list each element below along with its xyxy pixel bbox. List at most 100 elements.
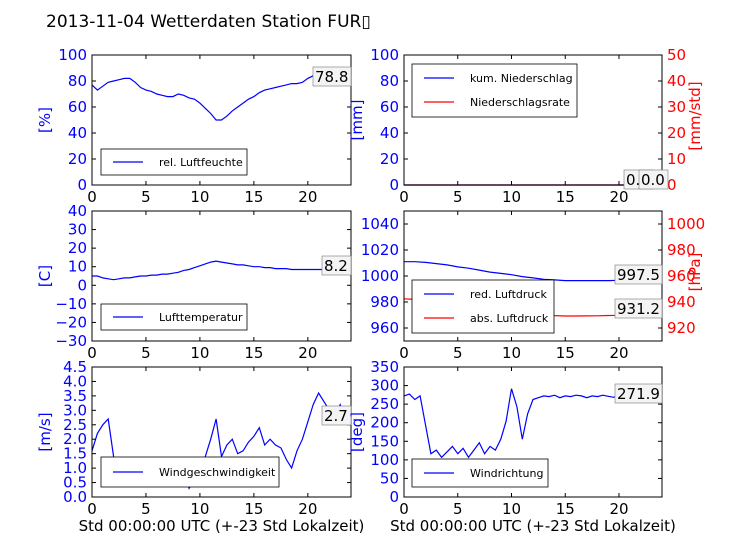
y-right-tick-label: 20 [667,124,686,142]
x-tick-label: 15 [244,500,263,518]
legend-label: abs. Luftdruck [470,312,549,325]
y-tick-label: −10 [55,295,87,313]
figure-title: 2013-11-04 Wetterdaten Station FUR▯ [46,12,371,32]
series-line-humidity-0 [91,75,352,121]
y-right-tick-label: 940 [667,293,696,311]
value-annotation-temperature-box [321,255,352,276]
y-tick-label: 1.5 [63,445,87,463]
y-tick-label: 20 [380,150,399,168]
x-tick-label: 10 [190,188,209,206]
y-tick-label: −20 [55,313,87,331]
legend-box-pressure [411,279,555,334]
y-tick-label: 100 [370,451,399,469]
panel-windspeed: 0 5 10 15 20 0.00.51.01.52.02.53.03.54.04.5 [m… [36,358,364,535]
y-right-tick-label: 50 [667,46,686,64]
y-tick-label: 0.0 [63,488,87,506]
value-annotation-right-pressure: 931.2 [617,300,660,318]
legend-label: kum. Niederschlag [470,72,573,85]
y-tick-label: 0 [77,176,87,194]
x-tick-label: 15 [244,344,263,362]
value-annotation-winddirection: 271.9 [617,385,660,403]
value-annotation-pressure: 997.5 [617,266,660,284]
value-annotation-pressure-box [614,264,663,285]
x-tick-label: 5 [141,500,151,518]
x-tick-label: 10 [190,500,209,518]
panel-precipitation: 0 5 10 15 20 0 20 40 60 80 100 0 10 20 30 40 50 [mm] [mm/s… [348,46,704,206]
y-right-tick-label: 0 [667,176,677,194]
y-right-tick-label: 980 [667,241,696,259]
axes-frame-precipitation [403,54,663,186]
x-tick-label: 20 [298,344,317,362]
y-tick-label: 100 [370,46,399,64]
value-annotation-right-precipitation: 0.0 [641,171,665,189]
x-tick-label: 5 [453,344,463,362]
y-axis-label: [deg] [348,412,366,452]
legend-box-precipitation [411,63,578,118]
y-tick-label: 2.0 [63,430,87,448]
y-tick-label: −30 [55,332,87,350]
x-tick-label: 5 [453,500,463,518]
y-tick-label: 80 [68,72,87,90]
y-tick-label: 350 [370,358,399,376]
y-tick-label: 20 [68,150,87,168]
x-tick-label: 15 [556,344,575,362]
x-tick-label: 15 [556,188,575,206]
x-tick-label: 5 [141,344,151,362]
x-tick-label: 0 [87,188,97,206]
y-tick-label: 4.0 [63,372,87,390]
y-tick-label: 50 [380,469,399,487]
value-annotation-humidity-box [312,66,352,87]
x-tick-label: 0 [87,344,97,362]
y-tick-label: 0 [77,276,87,294]
y-tick-label: 300 [370,377,399,395]
x-axis-label: Std 00:00:00 UTC (+-23 Std Lokalzeit) [390,517,676,535]
y-tick-label: 150 [370,432,399,450]
axes-frame-windspeed [91,366,352,498]
y-tick-label: 3.0 [63,401,87,419]
x-tick-label: 0 [399,344,409,362]
x-tick-label: 10 [502,500,521,518]
y-right-axis-label: [mm/std] [686,81,704,150]
x-tick-label: 20 [609,500,628,518]
y-tick-label: 250 [370,395,399,413]
y-tick-label: 4.5 [63,358,87,376]
y-tick-label: 0 [389,488,399,506]
y-right-tick-label: 40 [667,72,686,90]
y-tick-label: 40 [68,202,87,220]
y-tick-label: 1000 [361,267,399,285]
series-line-temperature-0 [92,260,351,281]
y-tick-label: 960 [370,319,399,337]
y-tick-label: 200 [370,414,399,432]
y-tick-label: 60 [380,98,399,116]
axes-frame-winddirection [403,366,663,498]
y-axis-label: [C] [36,265,54,287]
y-tick-label: 100 [58,46,87,64]
x-tick-label: 20 [609,188,628,206]
x-tick-label: 15 [244,188,263,206]
x-tick-label: 5 [141,188,151,206]
axes-frame-temperature [91,210,352,342]
x-tick-label: 0 [87,500,97,518]
y-tick-label: 10 [68,258,87,276]
y-tick-label: 40 [68,124,87,142]
y-tick-label: 1.0 [63,459,87,477]
legend-label: rel. Luftfeuchte [159,156,243,169]
y-axis-label: [%] [36,107,54,133]
legend-label: Niederschlagsrate [470,96,570,109]
y-tick-label: 2.5 [63,416,87,434]
y-right-tick-label: 920 [667,319,696,337]
y-right-axis-label: [hPa] [686,253,704,292]
value-annotation-temperature: 8.2 [324,257,348,275]
x-tick-label: 10 [502,188,521,206]
y-tick-label: 20 [68,239,87,257]
legend-label: Windrichtung [470,467,543,480]
panel-humidity: 0 5 10 15 20 0 20 40 60 80 100 [%] rel. Luftfeuchte 7… [36,46,352,206]
value-annotation-right-pressure-box [614,298,663,319]
x-tick-label: 0 [399,188,409,206]
y-tick-label: 0 [389,176,399,194]
y-axis-label: [mm] [348,100,366,141]
panel-temperature: 0 5 10 15 20−30−20−10010203040[C]Lufttempera… [36,202,352,362]
legend-label: red. Luftdruck [470,288,547,301]
y-right-tick-label: 1000 [667,215,705,233]
